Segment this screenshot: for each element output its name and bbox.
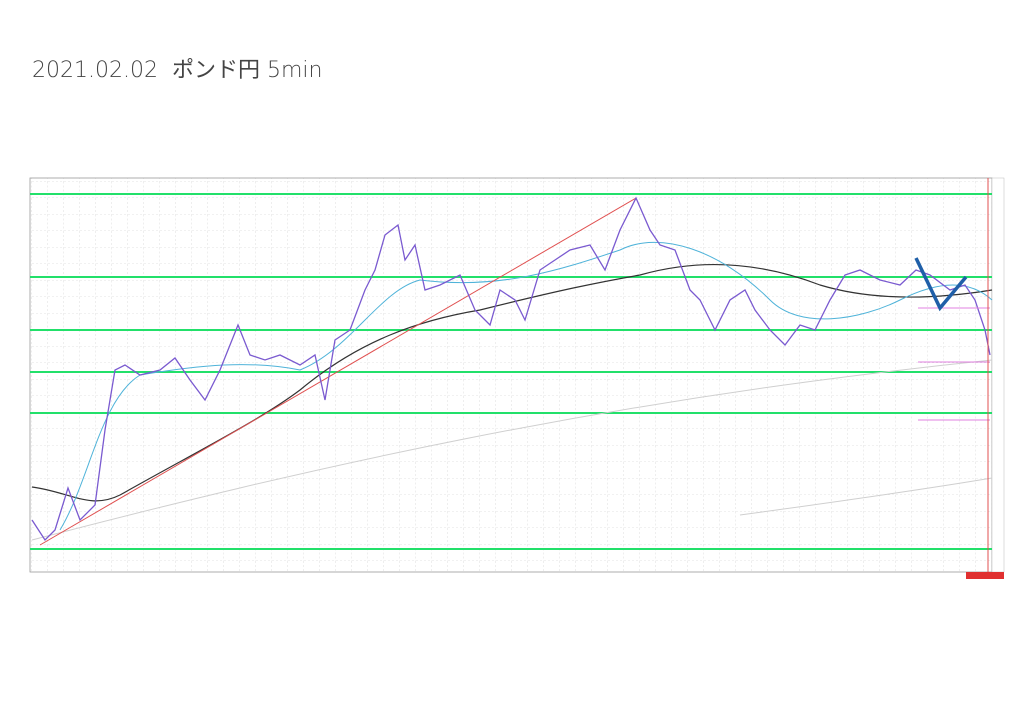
price-line: [31, 196, 991, 542]
horizontal-levels: [30, 193, 992, 550]
pattern-annotation: [914, 257, 968, 312]
price-axis: [991, 177, 1005, 573]
moving-averages: [31, 197, 993, 546]
page-title: 2021.02.02 ポンド円 5min: [32, 58, 323, 83]
time-tag: [966, 572, 1004, 579]
plot-area: [29, 177, 993, 573]
pink-levels: [918, 307, 990, 421]
